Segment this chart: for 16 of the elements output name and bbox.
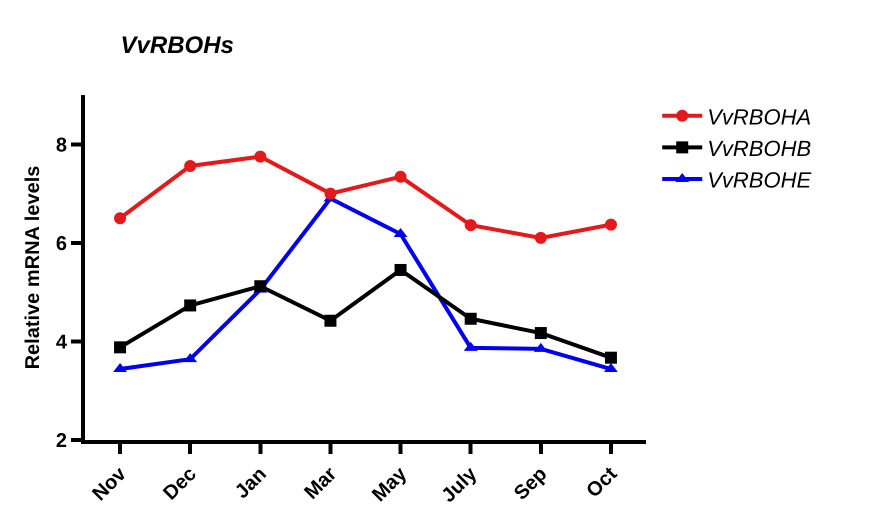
x-tick-label: Jan — [230, 463, 271, 503]
y-tick-label: 6 — [56, 232, 67, 255]
legend-label: VvRBOHA — [707, 104, 812, 130]
y-tick-label: 8 — [56, 134, 67, 156]
x-tick-label: Mar — [300, 462, 342, 504]
x-tick-label: Dec — [159, 463, 201, 505]
legend-label: VvRBOHE — [707, 168, 812, 193]
x-tick-label: Oct — [582, 462, 622, 502]
x-tick-label: May — [368, 462, 412, 506]
x-tick-label: Nov — [88, 462, 132, 506]
y-tick-label: 2 — [56, 430, 67, 452]
chart-title: VvRBOHs — [120, 32, 234, 60]
y-axis-title: Relative mRNA levels — [22, 166, 44, 370]
x-tick-label: Sep — [510, 463, 552, 505]
legend-label: VvRBOHB — [707, 136, 812, 161]
y-tick-label: 4 — [56, 331, 68, 354]
